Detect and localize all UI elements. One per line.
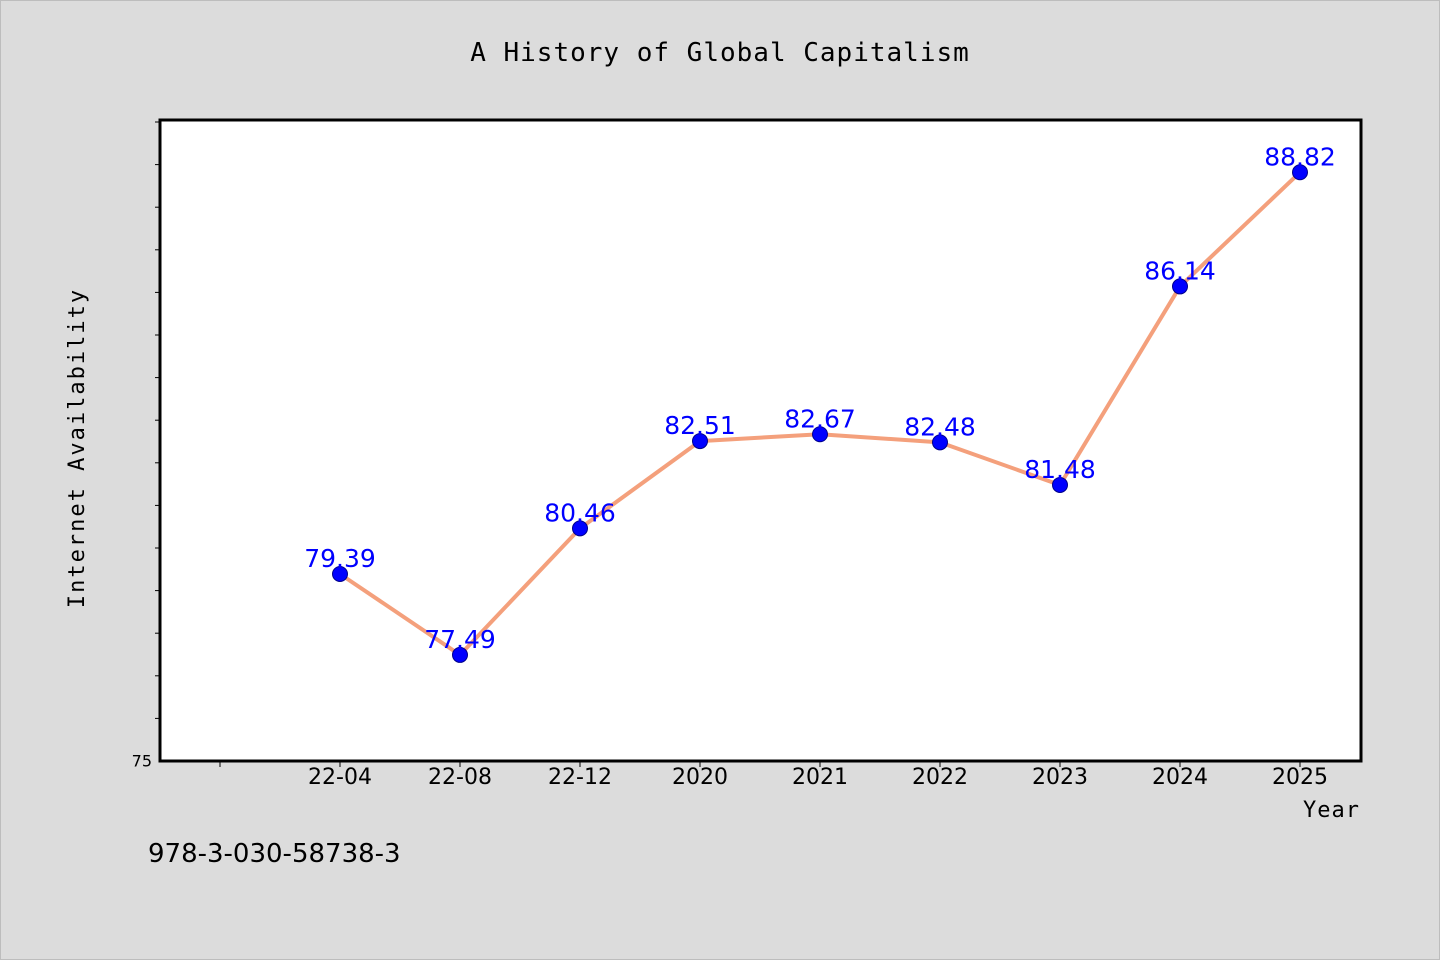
data-point bbox=[452, 646, 468, 663]
y-axis-label: Internet Availability bbox=[65, 288, 90, 608]
data-label: 82.51 bbox=[664, 411, 736, 440]
data-label: 81.48 bbox=[1024, 455, 1096, 484]
chart-title: A History of Global Capitalism bbox=[470, 38, 970, 68]
x-tick-label: 22-08 bbox=[428, 765, 492, 790]
data-label: 86.14 bbox=[1144, 256, 1216, 285]
x-axis-ticks: 22-04 22-08 22-12 2020 2021 2022 2023 2024 2025 bbox=[219, 761, 1328, 790]
data-point bbox=[1172, 278, 1188, 295]
plot-area bbox=[158, 118, 1363, 763]
x-axis-label: Year bbox=[1303, 798, 1360, 823]
data-point bbox=[1052, 476, 1068, 493]
data-label: 82.67 bbox=[784, 404, 856, 433]
isbn-text: 978-3-030-58738-3 bbox=[148, 839, 401, 869]
data-point bbox=[692, 433, 708, 450]
data-points bbox=[332, 164, 1308, 663]
data-point bbox=[332, 565, 348, 582]
data-point bbox=[932, 434, 948, 451]
x-tick-label: 2020 bbox=[672, 765, 728, 790]
x-tick-label: 2022 bbox=[912, 765, 968, 790]
data-point bbox=[1292, 164, 1308, 181]
data-point bbox=[572, 520, 588, 537]
x-tick-label: 22-12 bbox=[548, 765, 612, 790]
data-label: 82.48 bbox=[904, 412, 976, 441]
data-label: 80.46 bbox=[544, 498, 616, 527]
x-tick-label: 2024 bbox=[1152, 765, 1208, 790]
y-tick-label: 75 bbox=[132, 752, 152, 771]
x-tick-label: 2025 bbox=[1272, 765, 1328, 790]
data-label: 79.39 bbox=[304, 544, 376, 573]
data-labels: 79.39 77.49 80.46 82.51 82.67 82.48 81.48 86.14… bbox=[304, 142, 1336, 654]
data-point bbox=[812, 426, 828, 443]
y-axis-ticks: 75 bbox=[132, 121, 160, 771]
x-tick-label: 2021 bbox=[792, 765, 848, 790]
data-label: 88.82 bbox=[1264, 142, 1336, 171]
data-label: 77.49 bbox=[424, 625, 496, 654]
x-tick-label: 2023 bbox=[1032, 765, 1088, 790]
x-tick-label: 22-04 bbox=[308, 765, 372, 790]
